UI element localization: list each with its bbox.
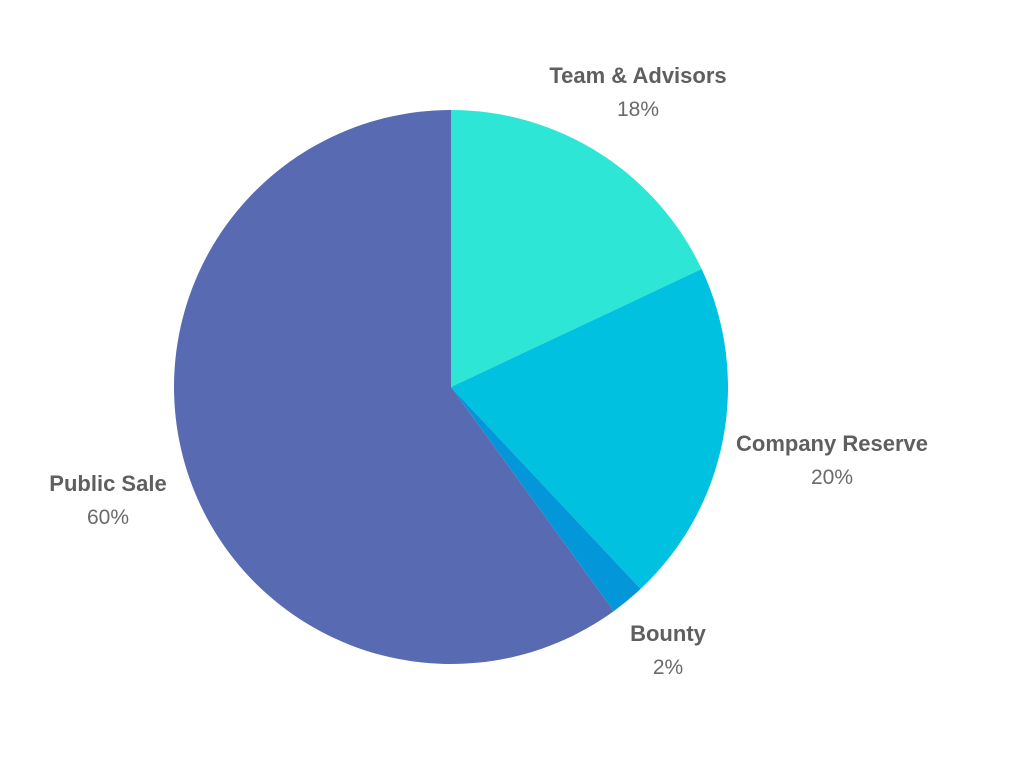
pie-slice-company-reserve [451, 269, 729, 589]
pct-public-sale: 60% [87, 506, 129, 529]
label-company-reserve: Company Reserve [736, 431, 928, 456]
pie-labels: Team & Advisors 18% Company Reserve 20% … [49, 63, 928, 679]
pie-slices [174, 110, 729, 664]
pie-slice-public-sale [174, 110, 614, 664]
pct-company-reserve: 20% [811, 466, 853, 489]
pie-slice-team-advisors [451, 110, 702, 387]
label-bounty: Bounty [630, 621, 707, 646]
pie-slice-bounty [451, 387, 641, 612]
label-public-sale: Public Sale [49, 471, 166, 496]
pct-team-advisors: 18% [617, 98, 659, 121]
label-team-advisors: Team & Advisors [549, 63, 726, 88]
pct-bounty: 2% [653, 656, 683, 679]
